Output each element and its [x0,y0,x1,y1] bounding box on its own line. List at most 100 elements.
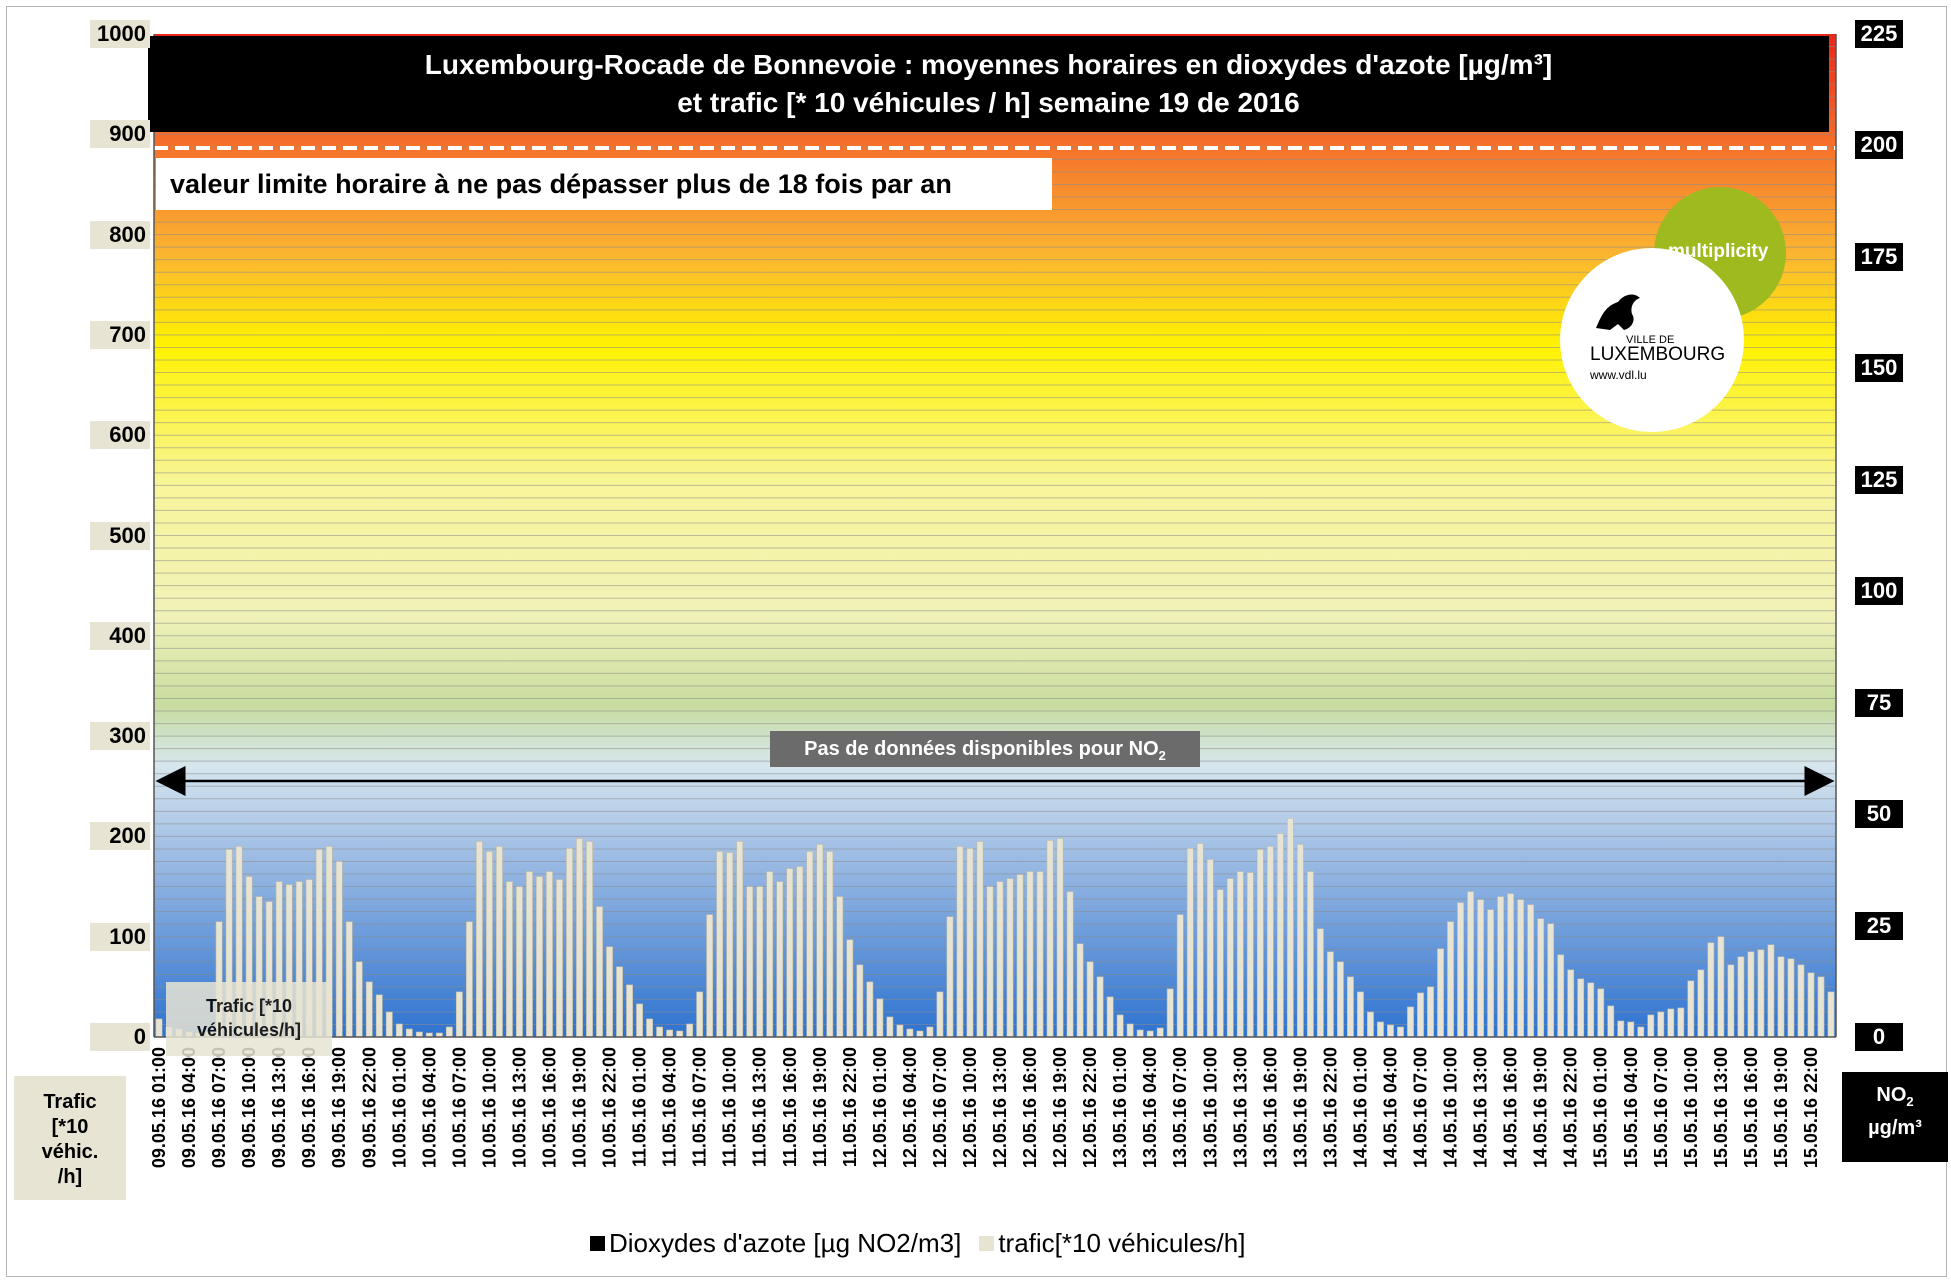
trafic-bar [1367,1011,1374,1038]
trafic-bar [1066,891,1074,1038]
trafic-bar [1477,899,1484,1038]
trafic-bar [886,1016,894,1038]
legend-swatch-no2 [590,1236,605,1251]
trafic-bar [1707,942,1715,1038]
trafic-bar [1767,944,1775,1038]
right-tick-label: 0 [1855,1023,1903,1051]
trafic-bar [345,921,353,1038]
left-tick-label: 700 [90,320,150,349]
trafic-bar [686,1023,694,1038]
x-tick-label: 12.05.16 10:00 [960,1047,980,1168]
trafic-bar [836,896,844,1038]
trafic-bar [506,881,513,1038]
x-tick-label: 09.05.16 10:00 [239,1047,259,1168]
trafic-bar [546,871,553,1038]
trafic-bar [726,852,734,1038]
x-tick-label: 15.05.16 16:00 [1741,1047,1761,1168]
trafic-bar [1347,976,1354,1038]
trafic-bar [626,984,633,1038]
trafic-bar [1627,1021,1635,1038]
trafic-bar [986,886,994,1038]
left-tick-label: 300 [90,722,150,751]
right-tick-label: 50 [1855,800,1903,829]
trafic-bar [1457,902,1464,1038]
chart-title-line2: et trafic [* 10 véhicules / h] semaine 1… [677,87,1300,118]
x-tick-label: 11.05.16 07:00 [690,1047,710,1167]
trafic-bar [796,866,804,1038]
trafic-bar [1407,1006,1414,1038]
trafic-bar [365,981,373,1038]
trafic-bar [1667,1008,1675,1038]
x-tick-label: 10.05.16 19:00 [570,1047,590,1168]
trafic-bar [1306,871,1314,1038]
trafic-bar [1607,1005,1615,1038]
trafic-bar [1547,923,1555,1038]
trafic-bar [706,914,714,1038]
x-tick-label: 14.05.16 16:00 [1501,1047,1521,1168]
trafic-bar [496,846,503,1038]
x-tick-label: 15.05.16 13:00 [1711,1047,1731,1168]
trafic-bar [736,841,744,1038]
x-tick-label: 12.05.16 19:00 [1050,1047,1070,1168]
trafic-bar [1006,878,1014,1038]
x-tick-label: 11.05.16 04:00 [660,1047,680,1167]
trafic-bar [1657,1011,1665,1038]
trafic-bar [956,846,964,1038]
trafic-bar [906,1028,914,1038]
x-tick-label: 15.05.16 04:00 [1621,1047,1641,1168]
x-tick-label: 13.05.16 19:00 [1290,1047,1310,1168]
left-tick-label: 1000 [90,20,150,48]
x-tick-label: 10.05.16 04:00 [419,1047,439,1168]
no-data-sub: 2 [1158,748,1166,763]
trafic-bar [846,939,854,1038]
trafic-bar [1126,1023,1134,1038]
lion-icon [1596,294,1640,330]
trafic-bar [1216,889,1224,1038]
trafic-bar [1076,943,1084,1038]
right-tick-label: 100 [1855,577,1903,606]
trafic-bar [1727,964,1735,1038]
trafic-bar [806,851,814,1038]
trafic-bar [1517,899,1525,1038]
x-tick-label: 15.05.16 19:00 [1771,1047,1791,1168]
x-tick-label: 11.05.16 19:00 [810,1047,830,1167]
trafic-bar [1417,992,1424,1038]
x-tick-label: 14.05.16 22:00 [1561,1047,1581,1168]
trafic-bar [405,1028,413,1038]
trafic-bar [1357,991,1364,1038]
trafic-bar [395,1023,403,1038]
trafic-bar [746,886,754,1038]
trafic-bar [485,851,493,1038]
trafic-bar [666,1029,674,1038]
legend-item-trafic: trafic[*10 véhicules/h] [979,1228,1245,1259]
right-tick-label: 175 [1855,242,1903,271]
trafic-bar [936,991,944,1038]
trafic-bar [1817,976,1825,1038]
x-tick-label: 13.05.16 04:00 [1140,1047,1160,1168]
trafic-bar [1597,988,1605,1038]
trafic-bar [1617,1020,1625,1038]
x-tick-label: 14.05.16 01:00 [1350,1047,1370,1168]
trafic-bar [946,916,954,1038]
trafic-bar [1447,921,1454,1038]
trafic-bar [526,871,533,1038]
trafic-bar [155,1018,163,1038]
trafic-bar [1777,956,1785,1038]
trafic-bar [516,886,523,1038]
trafic-bar [926,1026,934,1038]
trafic-bar [1647,1014,1655,1038]
left-tick-label: 0 [90,1023,150,1051]
x-tick-label: 15.05.16 07:00 [1651,1047,1671,1168]
trafic-bar [616,966,623,1038]
chart-title: Luxembourg-Rocade de Bonnevoie : moyenne… [148,36,1829,132]
trafic-bar [1467,891,1474,1038]
trafic-bar [1196,843,1204,1038]
right-axis-title-unit: µg/m³ [1868,1117,1922,1139]
vdl-logo-url: www.vdl.lu [1590,368,1647,382]
x-tick-label: 11.05.16 22:00 [840,1047,860,1167]
trafic-bar [455,991,463,1038]
trafic-bar [896,1024,904,1038]
trafic-bar [716,851,724,1038]
trafic-bar [415,1031,423,1038]
left-axis-title-line: /h] [57,1166,83,1188]
